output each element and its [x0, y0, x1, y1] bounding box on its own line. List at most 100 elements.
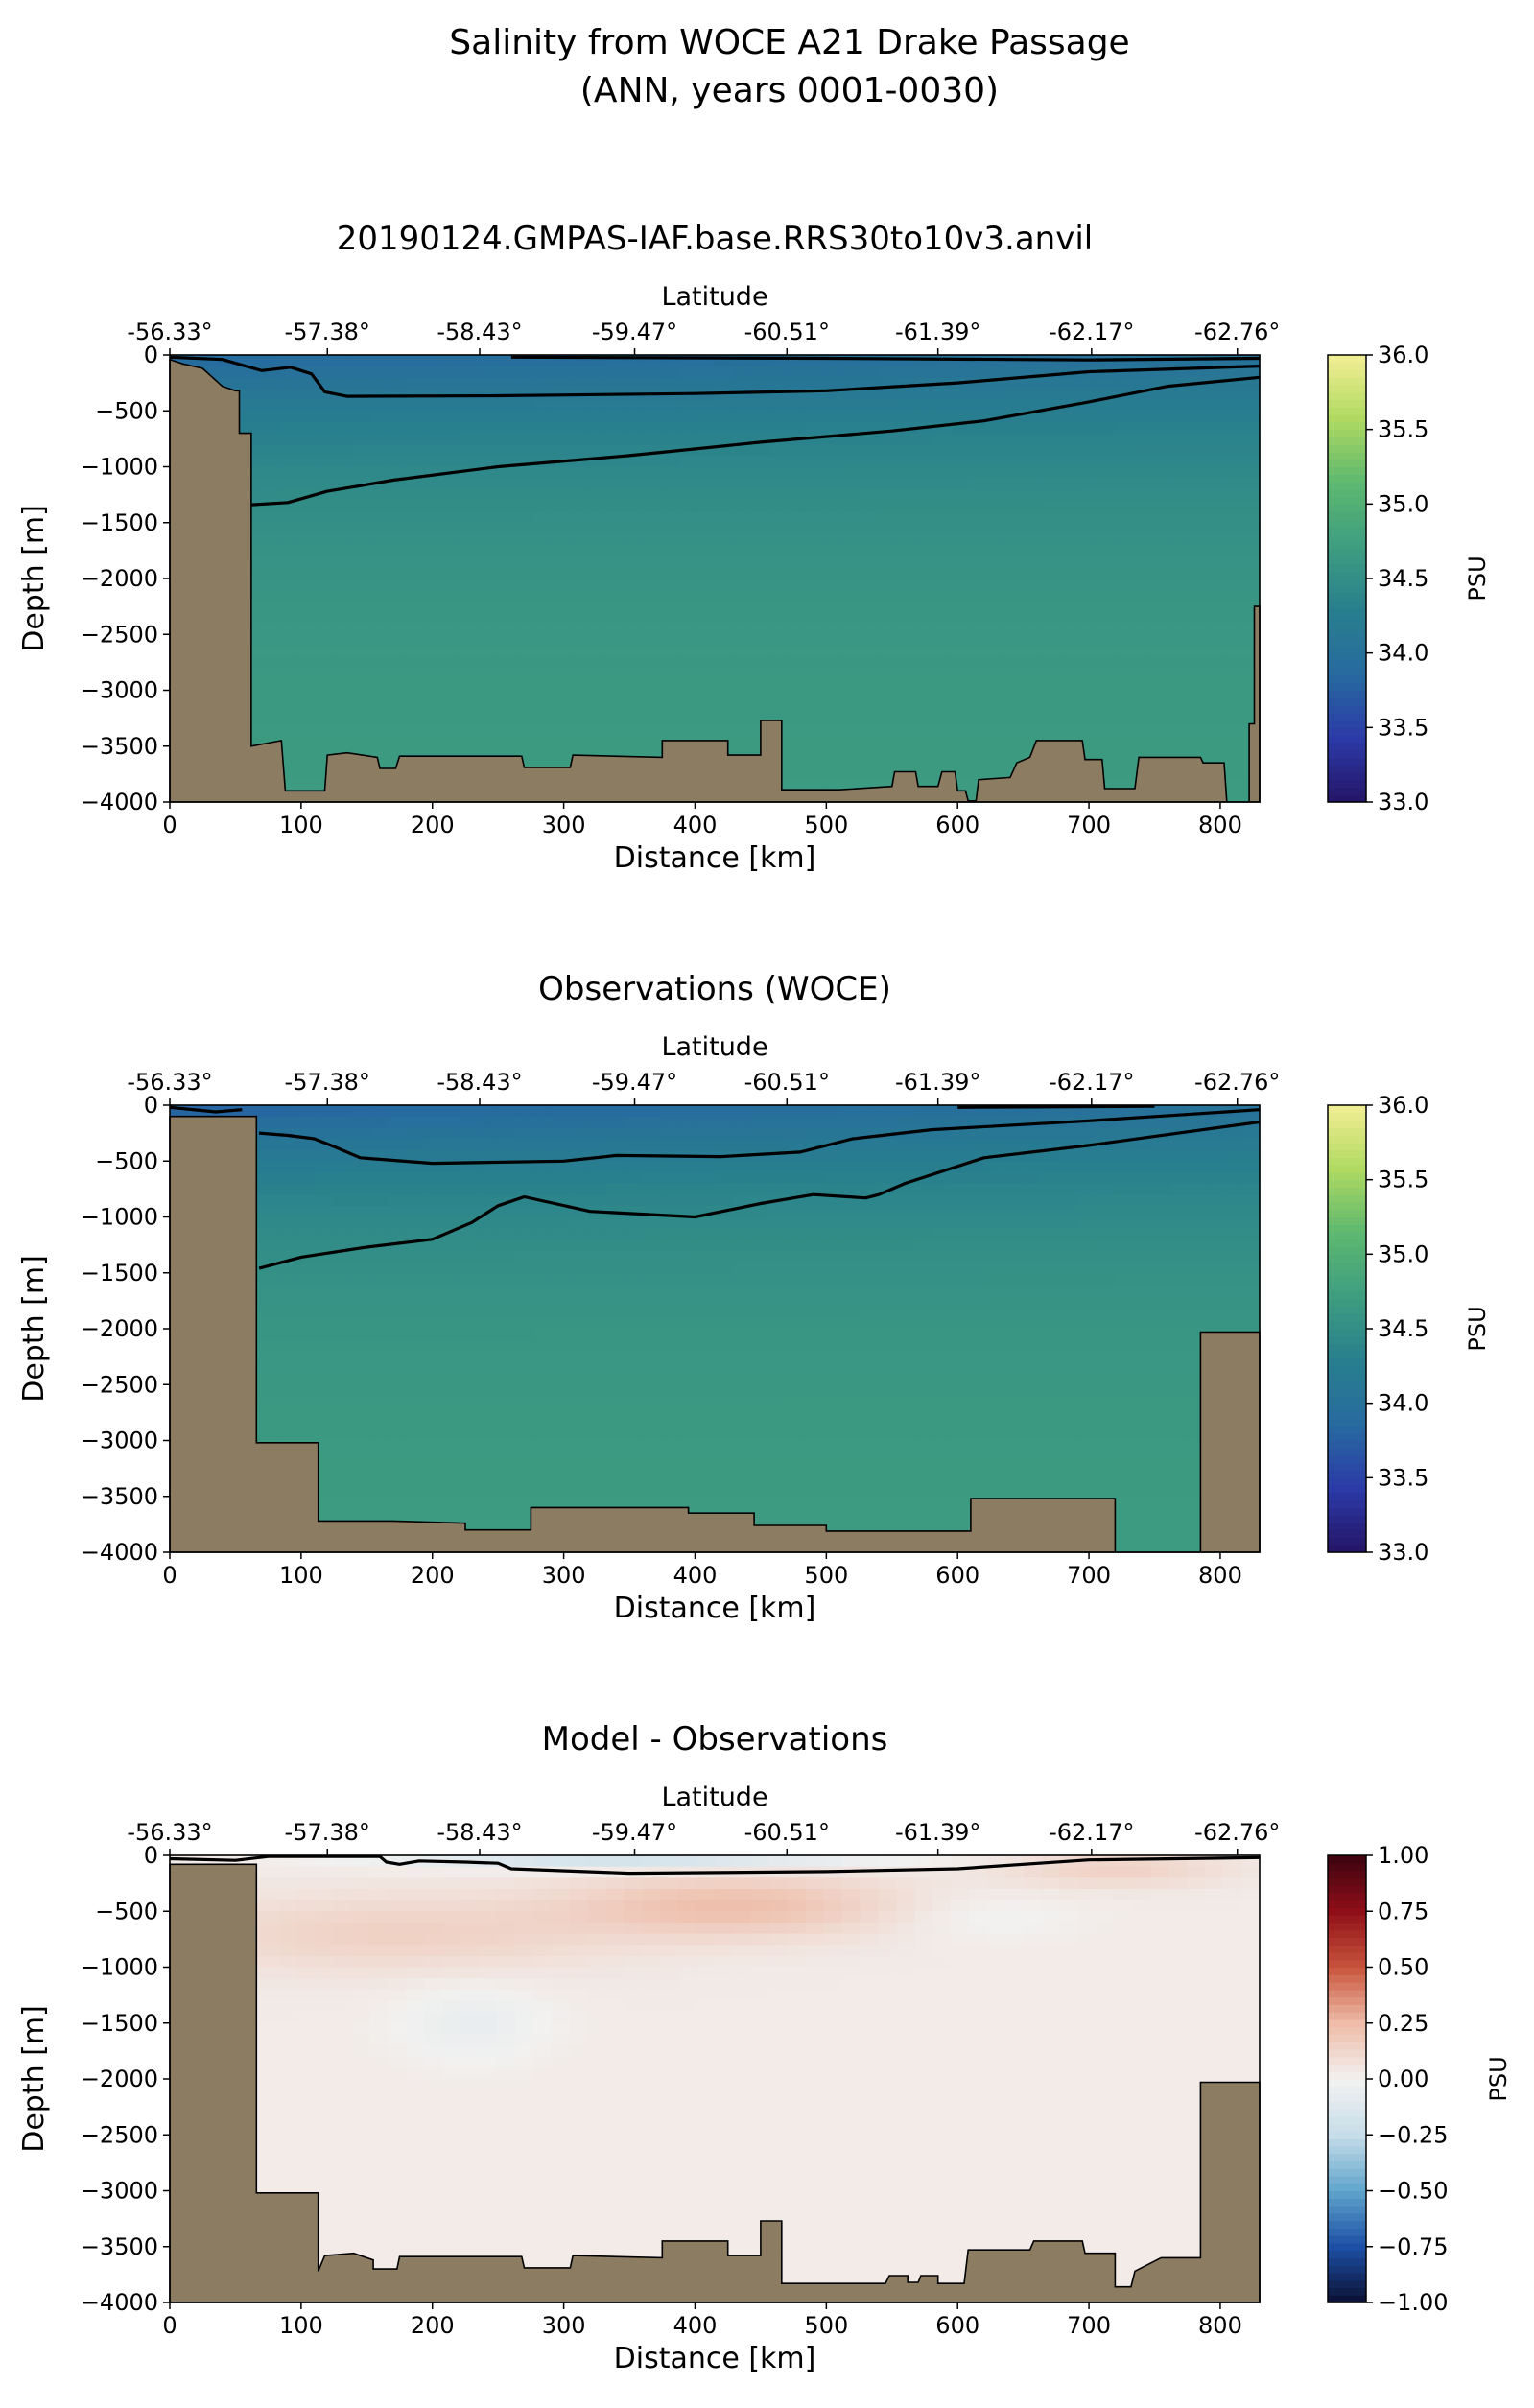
- heatmap-cell: [932, 433, 952, 445]
- heatmap-cell: [569, 511, 589, 524]
- heatmap-cell: [624, 411, 643, 423]
- heatmap-cell: [805, 1485, 825, 1498]
- heatmap-cell: [587, 1452, 606, 1464]
- heatmap-cell: [333, 1474, 352, 1486]
- heatmap-cell: [315, 1149, 334, 1162]
- heatmap-cell: [932, 601, 952, 613]
- heatmap-cell: [587, 1239, 606, 1252]
- heatmap-cell: [914, 757, 933, 769]
- heatmap-cell: [424, 366, 443, 378]
- heatmap-cell: [1077, 522, 1097, 534]
- heatmap-cell: [1023, 645, 1043, 658]
- heatmap-cell: [624, 678, 643, 692]
- heatmap-cell: [860, 601, 879, 613]
- heatmap-cell: [642, 1351, 661, 1363]
- heatmap-cell: [660, 1127, 679, 1140]
- heatmap-cell: [369, 366, 389, 378]
- heatmap-cell: [624, 1239, 643, 1252]
- heatmap-cell: [823, 735, 843, 747]
- heatmap-cell: [878, 1194, 897, 1207]
- heatmap-cell: [642, 1395, 661, 1408]
- heatmap-cell: [823, 1462, 843, 1475]
- heatmap-cell: [315, 1507, 334, 1520]
- heatmap-cell: [369, 488, 389, 502]
- heatmap-cell: [1187, 1306, 1206, 1318]
- heatmap-cell: [1059, 589, 1079, 602]
- heatmap-cell: [823, 1205, 843, 1218]
- heatmap-cell: [333, 701, 352, 714]
- heatmap-cell: [351, 1485, 370, 1498]
- heatmap-cell: [1168, 668, 1188, 680]
- heatmap-cell: [787, 1284, 807, 1296]
- heatmap-cell: [1241, 1171, 1261, 1185]
- heatmap-cell: [715, 1474, 734, 1486]
- heatmap-cell: [768, 701, 789, 714]
- heatmap-cell: [914, 1116, 933, 1128]
- heatmap-cell: [1004, 690, 1025, 702]
- heatmap-cell: [424, 1138, 443, 1151]
- heatmap-cell: [768, 399, 789, 412]
- heatmap-cell: [1004, 522, 1025, 534]
- heatmap-cell: [460, 455, 480, 468]
- heatmap-cell: [987, 500, 1006, 512]
- heatmap-cell: [969, 1428, 988, 1442]
- heatmap-cell: [841, 500, 861, 512]
- heatmap-cell: [1041, 545, 1061, 557]
- heatmap-cell: [841, 1262, 861, 1274]
- colorbar-segment: [1328, 615, 1366, 625]
- heatmap-cell: [878, 1138, 897, 1151]
- heatmap-cell: [551, 533, 571, 546]
- heatmap-cell: [896, 601, 915, 613]
- heatmap-cell: [787, 1428, 807, 1442]
- heatmap-cell: [932, 589, 952, 602]
- heatmap-cell: [424, 1284, 443, 1296]
- heatmap-cell: [514, 433, 534, 445]
- heatmap-cell: [1114, 1395, 1134, 1408]
- heatmap-cell: [732, 1161, 752, 1173]
- heatmap-cell: [424, 656, 443, 669]
- heatmap-cell: [1150, 478, 1169, 490]
- heatmap-cell: [369, 533, 389, 546]
- heatmap-cell: [296, 455, 317, 468]
- heatmap-cell: [424, 1250, 443, 1263]
- heatmap-cell: [388, 545, 407, 557]
- heatmap-cell: [1004, 1127, 1025, 1140]
- heatmap-cell: [296, 433, 317, 445]
- heatmap-cell: [460, 656, 480, 669]
- heatmap-cell: [587, 366, 606, 378]
- heatmap-cell: [1059, 1474, 1079, 1486]
- heatmap-cell: [496, 601, 516, 613]
- heatmap-cell: [1168, 1205, 1188, 1218]
- heatmap-cell: [333, 455, 352, 468]
- heatmap-cell: [369, 1317, 389, 1330]
- heatmap-cell: [1023, 1306, 1043, 1318]
- heatmap-cell: [732, 1373, 752, 1385]
- heatmap-cell: [333, 1171, 352, 1185]
- heatmap-cell: [1168, 1418, 1188, 1430]
- heatmap-cell: [478, 623, 498, 635]
- heatmap-cell: [315, 366, 334, 378]
- heatmap-cell: [715, 1250, 734, 1263]
- heatmap-cell: [660, 1295, 679, 1308]
- heatmap-cell: [1205, 634, 1224, 647]
- heatmap-cell: [1114, 745, 1134, 758]
- heatmap-cell: [315, 511, 334, 524]
- heatmap-cell: [587, 1138, 606, 1151]
- heatmap-cell: [914, 366, 933, 378]
- heatmap-cell: [642, 735, 661, 747]
- heatmap-cell: [1150, 1216, 1169, 1229]
- heatmap-cell: [896, 1116, 915, 1128]
- heatmap-cell: [878, 1373, 897, 1385]
- heatmap-cell: [369, 601, 389, 613]
- heatmap-cell: [1187, 601, 1206, 613]
- heatmap-cell: [569, 1452, 589, 1464]
- heatmap-cell: [860, 757, 879, 769]
- heatmap-cell: [424, 1496, 443, 1508]
- heatmap-cell: [496, 421, 516, 435]
- colorbar-segment: [1328, 690, 1366, 698]
- heatmap-cell: [805, 1452, 825, 1464]
- heatmap-cell: [1114, 1339, 1134, 1352]
- heatmap-cell: [278, 1262, 298, 1274]
- heatmap-cell: [642, 1262, 661, 1274]
- contour-line: [258, 1108, 1261, 1166]
